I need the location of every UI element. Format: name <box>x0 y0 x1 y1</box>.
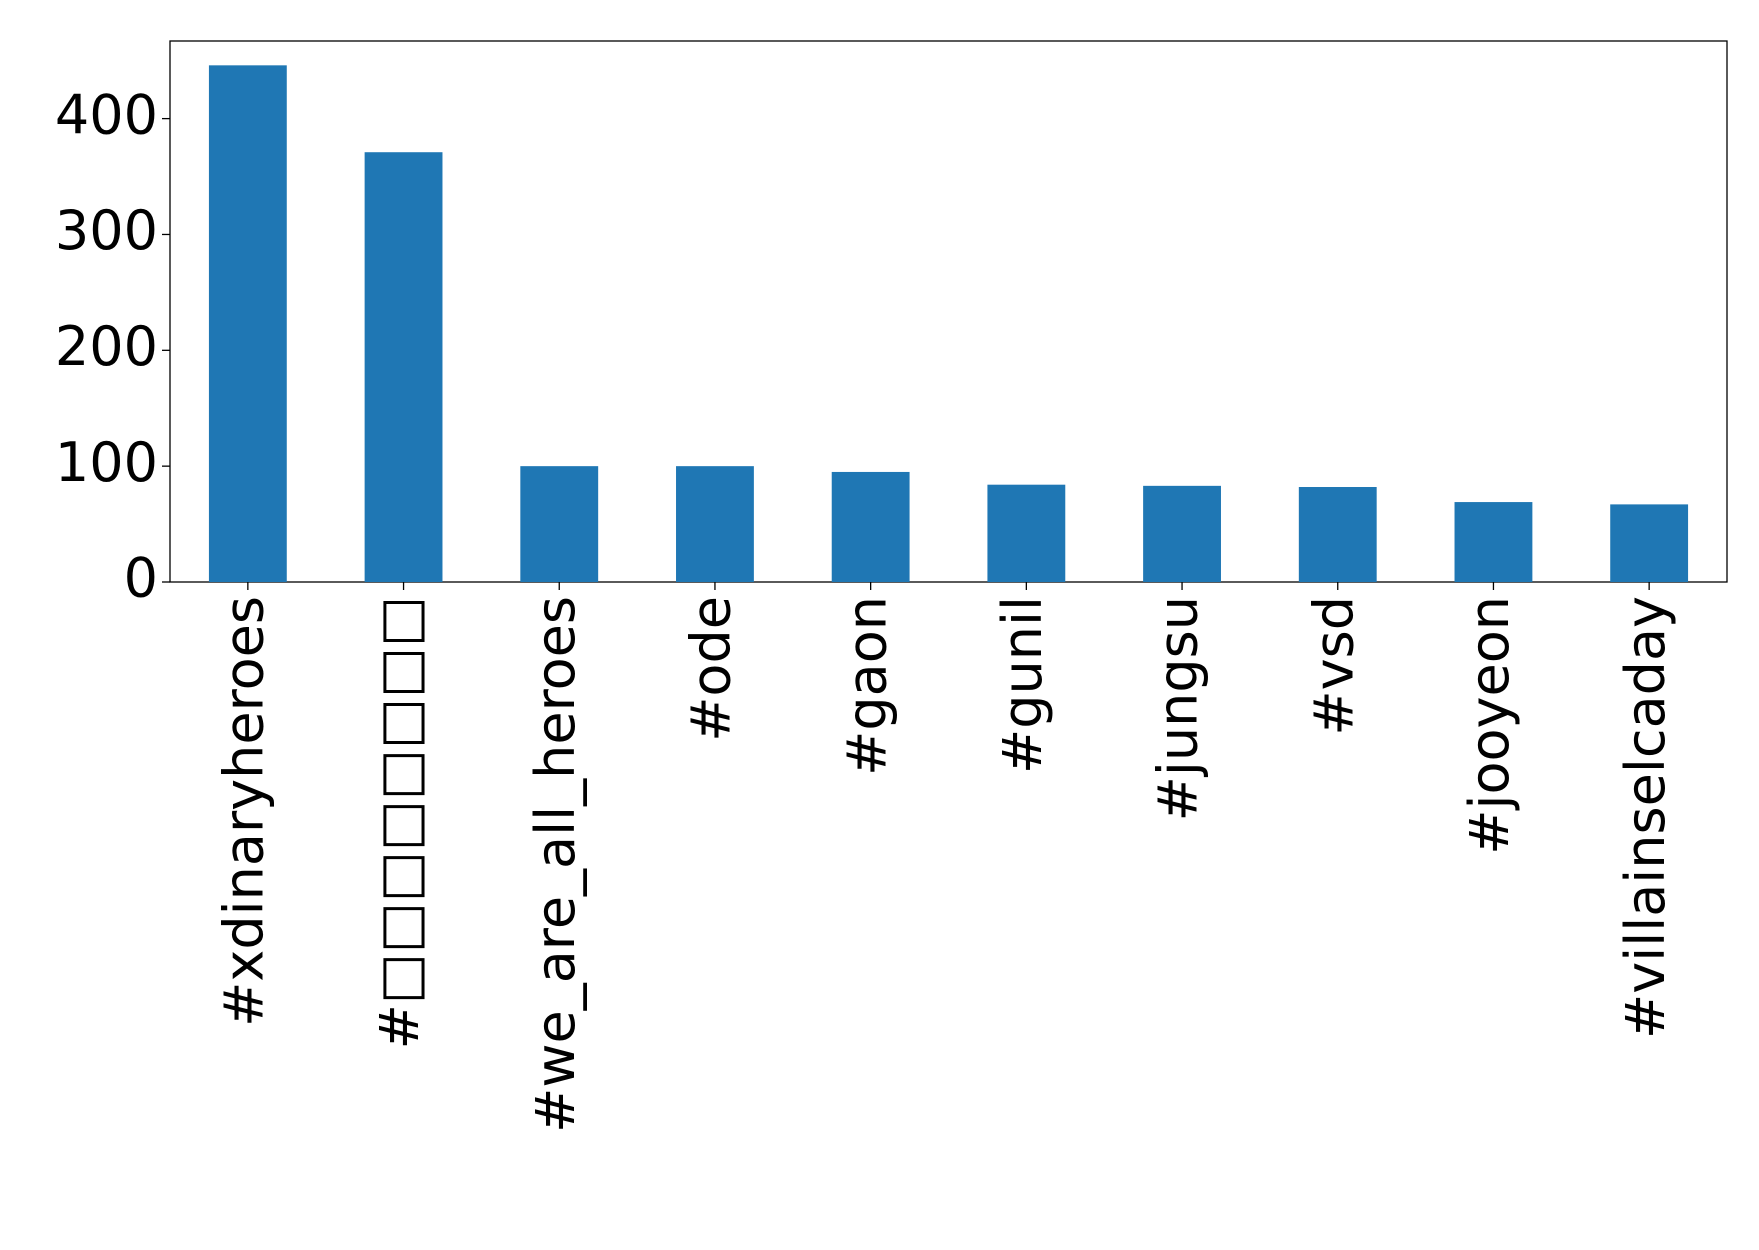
x-tick-label: #gunil <box>991 596 1054 774</box>
x-tick-label: #we_are_all_heroes <box>524 596 587 1133</box>
bar <box>1143 485 1221 582</box>
x-tick-label: #vsd <box>1302 596 1365 736</box>
bar <box>520 466 599 582</box>
x-tick-label: #□□□□□□□□ <box>368 596 431 1049</box>
bar <box>364 152 443 583</box>
y-tick-label: 300 <box>55 199 158 262</box>
x-tick-label: #jooyeon <box>1458 596 1521 855</box>
bar <box>987 484 1066 582</box>
y-tick-label: 0 <box>124 547 158 610</box>
plot-frame <box>169 40 1728 583</box>
bar <box>1454 502 1533 582</box>
x-tick-label: #jungsu <box>1147 596 1210 821</box>
x-tick-label: #xdinaryheroes <box>212 596 275 1027</box>
y-tick-label: 100 <box>55 431 158 494</box>
bar <box>208 65 287 582</box>
y-tick-label: 400 <box>55 83 158 146</box>
y-tick-label: 200 <box>55 315 158 378</box>
bar <box>1610 504 1689 582</box>
bar <box>831 471 910 582</box>
x-tick-label: #ode <box>680 596 743 742</box>
bar <box>676 466 754 582</box>
bar <box>1298 487 1377 582</box>
x-tick-label: #gaon <box>835 596 898 776</box>
x-tick-label: #villainselcaday <box>1614 596 1677 1039</box>
